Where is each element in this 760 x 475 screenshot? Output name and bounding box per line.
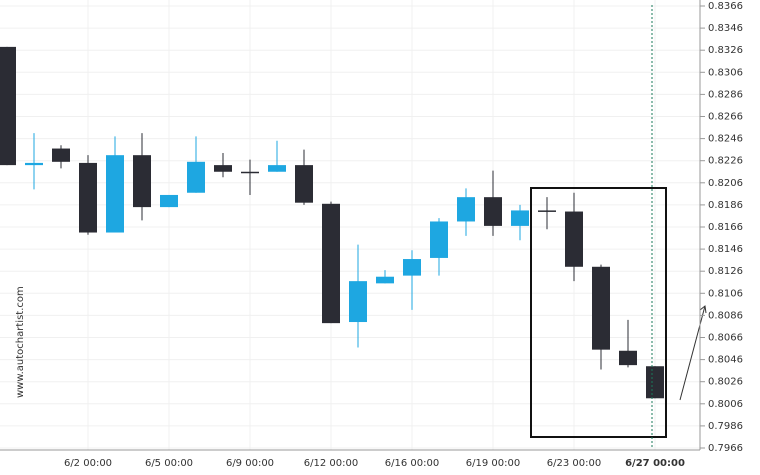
candle-body [457, 197, 475, 222]
candle-body [268, 165, 286, 172]
candle-body [0, 46, 16, 166]
y-tick-label: 0.8366 [708, 1, 743, 12]
candle-body [160, 194, 178, 208]
y-tick-label: 0.8286 [708, 89, 743, 100]
x-tick-label: 6/23 00:00 [547, 458, 601, 469]
y-tick-label: 0.8086 [708, 310, 743, 321]
x-tick-label: 6/5 00:00 [145, 458, 193, 469]
candle-body [538, 210, 556, 212]
candle-body [106, 155, 124, 233]
y-tick-label: 0.8166 [708, 222, 743, 233]
source-label: www.autochartist.com [15, 286, 26, 398]
candle-body [484, 197, 502, 226]
candle-body [25, 162, 43, 166]
candle-body [322, 203, 340, 324]
x-tick-label: 6/27 00:00 [625, 458, 685, 469]
pattern-box [530, 187, 667, 438]
candle-body [430, 221, 448, 258]
candle-body [376, 276, 394, 284]
candle-body [511, 210, 529, 226]
candle-body [133, 155, 151, 208]
y-tick-label: 0.8006 [708, 399, 743, 410]
candle-body [295, 165, 313, 203]
candle-body [241, 171, 259, 174]
y-tick-label: 0.8326 [708, 45, 743, 56]
plot [0, 46, 664, 399]
candle-body [349, 281, 367, 323]
y-tick-label: 0.8306 [708, 67, 743, 78]
y-tick-label: 0.8226 [708, 156, 743, 167]
y-tick-label: 0.8046 [708, 355, 743, 366]
y-tick-label: 0.8066 [708, 333, 743, 344]
candle-body [214, 165, 232, 172]
x-tick-label: 6/12 00:00 [304, 458, 358, 469]
candle-body [403, 259, 421, 276]
y-tick-label: 0.8246 [708, 134, 743, 145]
y-tick-label: 0.8106 [708, 288, 743, 299]
candle-body [592, 266, 610, 350]
candle-body [619, 350, 637, 366]
candle-body [52, 148, 70, 162]
forecast-arrowhead [699, 305, 707, 314]
y-tick-label: 0.7986 [708, 421, 743, 432]
y-tick-label: 0.8206 [708, 178, 743, 189]
y-tick-label: 0.8266 [708, 112, 743, 123]
y-tick-label: 0.8186 [708, 200, 743, 211]
x-tick-label: 6/9 00:00 [226, 458, 274, 469]
y-tick-label: 0.8126 [708, 266, 743, 277]
y-tick-label: 0.7966 [708, 443, 743, 454]
y-tick-label: 0.8146 [708, 244, 743, 255]
candle-body [187, 161, 205, 193]
candle-body [79, 162, 97, 233]
candle-body [646, 366, 664, 399]
x-tick-label: 6/2 00:00 [64, 458, 112, 469]
y-tick-label: 0.8026 [708, 377, 743, 388]
x-tick-label: 6/16 00:00 [385, 458, 439, 469]
x-tick-label: 6/19 00:00 [466, 458, 520, 469]
forecast-arrow [679, 305, 706, 401]
y-tick-label: 0.8346 [708, 23, 743, 34]
candle-body [565, 211, 583, 267]
